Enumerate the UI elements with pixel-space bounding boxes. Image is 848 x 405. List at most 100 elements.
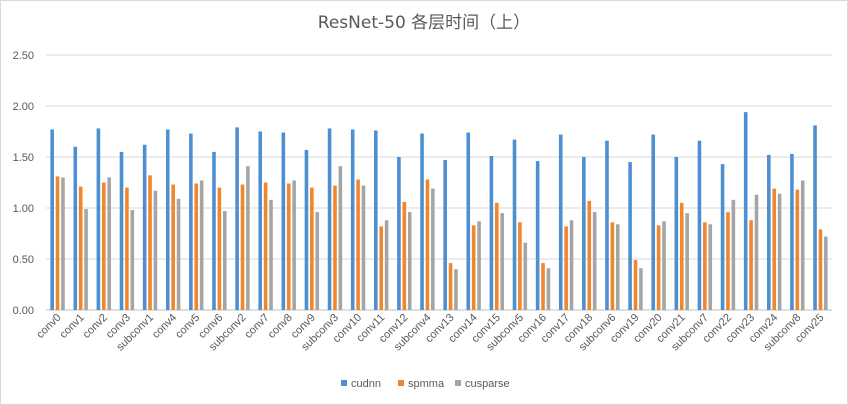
bar-spmma-conv0 xyxy=(55,176,60,310)
bar-cudnn-conv5 xyxy=(189,133,193,310)
x-tick-label: conv8 xyxy=(266,312,295,341)
bar-cudnn-subconv4 xyxy=(420,133,424,310)
bar-cusparse-conv24 xyxy=(777,193,782,310)
bar-cudnn-subconv1 xyxy=(142,144,147,310)
bar-cusparse-conv21 xyxy=(685,213,689,310)
y-tick-label: 1.00 xyxy=(13,203,34,215)
bar-spmma-conv23 xyxy=(749,220,753,310)
bar-spmma-subconv8 xyxy=(795,189,800,310)
y-tick-label: 2.00 xyxy=(13,101,34,113)
bar-spmma-conv17 xyxy=(564,226,568,310)
bar-spmma-subconv3 xyxy=(333,185,337,310)
bar-cusparse-conv23 xyxy=(754,194,759,310)
bar-cusparse-conv3 xyxy=(130,210,135,310)
bar-spmma-conv15 xyxy=(494,202,499,310)
bar-spmma-subconv2 xyxy=(240,184,245,310)
bar-spmma-conv16 xyxy=(541,263,545,310)
bar-cudnn-conv17 xyxy=(558,134,563,310)
bar-spmma-conv1 xyxy=(78,186,83,310)
chart-title: ResNet-50 各层时间（上） xyxy=(318,13,530,33)
bar-cudnn-conv0 xyxy=(50,129,54,310)
bar-spmma-conv2 xyxy=(101,182,106,310)
bar-spmma-conv20 xyxy=(656,225,661,310)
bar-spmma-conv25 xyxy=(818,229,823,310)
bar-spmma-conv18 xyxy=(587,200,592,310)
bar-spmma-conv5 xyxy=(194,183,199,310)
bar-cudnn-conv25 xyxy=(813,125,817,310)
bar-cusparse-conv1 xyxy=(84,209,88,310)
bar-cusparse-subconv3 xyxy=(338,166,343,310)
bar-spmma-subconv4 xyxy=(425,179,430,310)
bar-cudnn-conv6 xyxy=(212,151,216,310)
y-tick-label: 2.50 xyxy=(13,50,34,62)
bar-cudnn-conv19 xyxy=(628,162,632,310)
bar-cusparse-conv22 xyxy=(731,199,736,310)
bar-cusparse-conv13 xyxy=(454,269,458,310)
bar-cusparse-conv25 xyxy=(824,236,828,310)
bar-cusparse-subconv4 xyxy=(431,188,435,310)
legend-label-spmma: spmma xyxy=(408,378,445,390)
bar-cudnn-conv18 xyxy=(582,157,586,310)
bar-cusparse-subconv1 xyxy=(153,190,158,310)
bar-spmma-conv3 xyxy=(125,187,129,310)
bar-spmma-conv14 xyxy=(471,225,476,310)
bar-cusparse-conv5 xyxy=(199,180,204,310)
bar-cudnn-conv13 xyxy=(443,160,447,310)
legend-swatch-cudnn xyxy=(341,380,347,386)
bar-cudnn-subconv3 xyxy=(327,128,332,310)
bar-cudnn-conv22 xyxy=(720,164,725,310)
bar-cusparse-subconv6 xyxy=(615,224,620,310)
bar-cudnn-conv11 xyxy=(374,130,378,310)
bar-cudnn-conv3 xyxy=(119,151,124,310)
bar-cudnn-subconv6 xyxy=(605,140,609,310)
bar-cusparse-conv17 xyxy=(569,220,574,310)
bar-cudnn-conv20 xyxy=(651,134,656,310)
bar-cusparse-conv16 xyxy=(546,268,551,310)
y-axis-ticks: 0.00 0.50 1.00 1.50 2.00 2.50 xyxy=(13,50,34,317)
bar-cusparse-conv8 xyxy=(292,180,296,310)
bar-cudnn-conv7 xyxy=(258,131,263,310)
bar-cusparse-conv2 xyxy=(107,177,111,310)
bar-cudnn-conv1 xyxy=(73,146,78,310)
bar-cudnn-subconv2 xyxy=(235,127,239,310)
y-tick-label: 0.00 xyxy=(13,305,34,317)
bar-spmma-conv13 xyxy=(448,263,453,310)
bar-spmma-conv8 xyxy=(286,183,291,310)
legend-label-cudnn: cudnn xyxy=(351,378,381,390)
bar-cusparse-conv6 xyxy=(222,211,227,310)
bar-cudnn-conv10 xyxy=(350,129,355,310)
bars xyxy=(50,112,828,311)
bar-cudnn-conv24 xyxy=(767,154,771,310)
bar-spmma-conv19 xyxy=(633,260,638,310)
bar-cusparse-conv20 xyxy=(662,221,666,310)
bar-cudnn-conv23 xyxy=(743,112,748,311)
bar-spmma-subconv1 xyxy=(148,175,152,310)
bar-cusparse-conv0 xyxy=(61,177,65,310)
bar-cudnn-conv4 xyxy=(165,129,170,310)
bar-cusparse-subconv2 xyxy=(246,166,250,310)
bar-cudnn-conv16 xyxy=(535,161,540,310)
bar-cusparse-conv11 xyxy=(384,220,389,310)
legend: cudnn spmma cusparse xyxy=(341,378,510,390)
bar-spmma-conv10 xyxy=(356,179,360,310)
bar-spmma-conv7 xyxy=(263,182,268,310)
gridlines xyxy=(46,54,832,311)
bar-spmma-subconv6 xyxy=(610,222,615,310)
bar-cusparse-subconv8 xyxy=(800,180,805,310)
x-tick-label: conv7 xyxy=(242,312,271,341)
bar-spmma-conv22 xyxy=(726,212,730,310)
legend-swatch-spmma xyxy=(398,380,404,386)
x-tick-label: conv0 xyxy=(34,312,63,341)
bar-cudnn-conv14 xyxy=(466,132,471,310)
bar-cudnn-conv12 xyxy=(397,157,401,310)
bar-spmma-subconv5 xyxy=(518,222,522,310)
bar-spmma-conv6 xyxy=(217,187,222,310)
bar-cusparse-conv19 xyxy=(639,268,643,310)
y-tick-label: 0.50 xyxy=(13,254,34,266)
x-axis-ticks: conv0conv1conv2conv3subconv1conv4conv5co… xyxy=(34,312,826,354)
bar-cudnn-subconv8 xyxy=(790,153,794,310)
bar-cusparse-conv4 xyxy=(176,198,181,310)
x-tick-label: conv1 xyxy=(58,312,87,341)
bar-cusparse-conv9 xyxy=(315,212,320,310)
